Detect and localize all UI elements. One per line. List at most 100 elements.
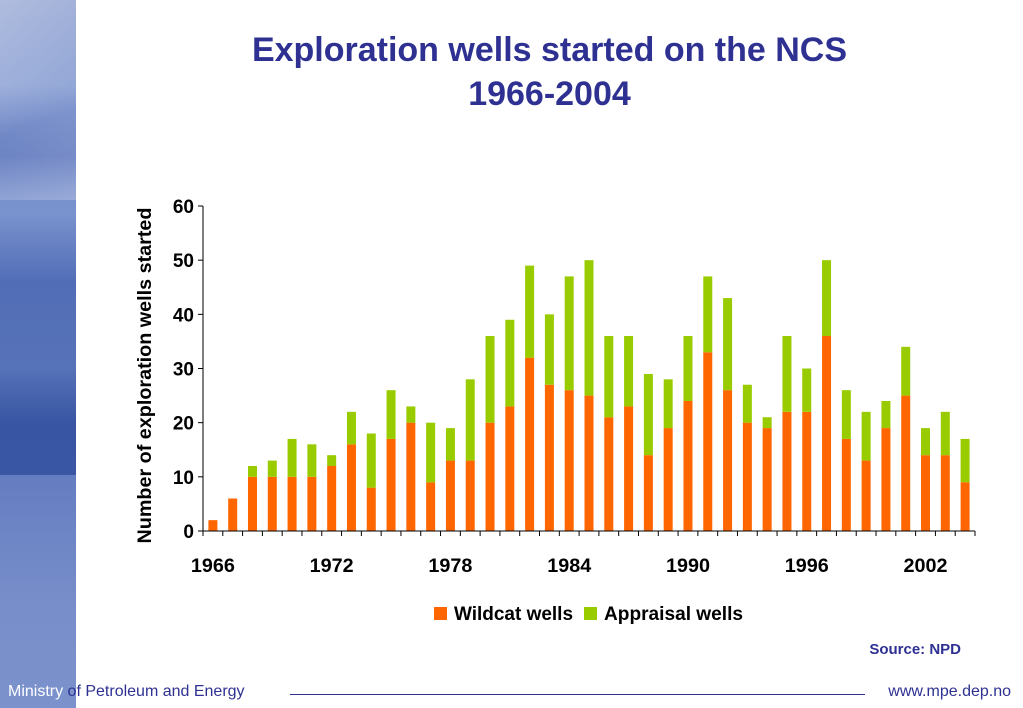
bar-appraisal-1972 bbox=[327, 455, 337, 466]
bar-wildcat-1977 bbox=[426, 482, 436, 531]
bar-wildcat-1995 bbox=[782, 411, 792, 531]
bar-appraisal-2004 bbox=[960, 438, 970, 483]
bar-wildcat-1986 bbox=[604, 417, 614, 531]
bar-wildcat-1993 bbox=[742, 422, 752, 531]
bar-wildcat-1975 bbox=[386, 438, 396, 531]
bar-wildcat-1982 bbox=[525, 357, 535, 531]
bar-wildcat-1983 bbox=[544, 384, 554, 531]
bar-appraisal-1983 bbox=[544, 314, 554, 385]
bar-appraisal-1981 bbox=[505, 319, 515, 407]
bar-wildcat-2001 bbox=[901, 395, 911, 531]
source-label: Source: NPD bbox=[869, 641, 961, 658]
legend-swatch-appraisal bbox=[584, 607, 597, 620]
bar-appraisal-1980 bbox=[485, 336, 495, 423]
y-tick-label-0: 0 bbox=[183, 522, 194, 543]
bar-appraisal-2003 bbox=[940, 411, 950, 456]
bar-wildcat-2004 bbox=[960, 482, 970, 531]
bar-appraisal-1999 bbox=[861, 411, 871, 461]
y-axis-label: Number of exploration wells started bbox=[135, 208, 156, 544]
x-tick-label-1978: 1978 bbox=[428, 556, 472, 577]
footer-ministry-part2: of Petroleum and Energy bbox=[63, 683, 245, 700]
y-tick-label-60: 60 bbox=[173, 197, 194, 218]
x-tick-label-2002: 2002 bbox=[904, 556, 948, 577]
wind-turbine-platform-image-band bbox=[0, 200, 76, 475]
y-tick-label-10: 10 bbox=[173, 468, 194, 489]
bar-appraisal-1974 bbox=[366, 433, 376, 488]
bar-appraisal-1976 bbox=[406, 406, 416, 423]
bar-wildcat-1997 bbox=[822, 336, 832, 531]
bar-wildcat-1990 bbox=[683, 401, 693, 531]
bar-wildcat-1969 bbox=[267, 476, 277, 531]
bar-wildcat-1985 bbox=[584, 395, 594, 531]
y-tick-label-20: 20 bbox=[173, 414, 194, 435]
y-tick-label-40: 40 bbox=[173, 305, 194, 326]
bar-wildcat-1976 bbox=[406, 422, 416, 531]
bar-appraisal-1979 bbox=[465, 379, 475, 461]
bar-appraisal-1993 bbox=[742, 384, 752, 423]
bar-wildcat-1996 bbox=[802, 411, 812, 531]
bar-wildcat-1973 bbox=[346, 444, 356, 531]
bar-appraisal-1991 bbox=[703, 276, 713, 353]
bar-appraisal-1969 bbox=[267, 460, 277, 477]
bar-wildcat-1970 bbox=[287, 476, 297, 531]
legend-label-wildcat: Wildcat wells bbox=[454, 604, 573, 625]
bar-wildcat-1987 bbox=[624, 406, 634, 531]
footer-divider bbox=[290, 694, 865, 695]
bar-appraisal-1987 bbox=[624, 336, 634, 407]
bar-appraisal-1968 bbox=[247, 466, 257, 477]
bar-wildcat-2002 bbox=[921, 455, 931, 531]
x-tick-label-1990: 1990 bbox=[666, 556, 710, 577]
y-tick-label-50: 50 bbox=[173, 251, 194, 272]
bar-wildcat-2003 bbox=[940, 455, 950, 531]
bar-appraisal-1996 bbox=[802, 368, 812, 412]
bar-appraisal-1975 bbox=[386, 390, 396, 439]
bar-appraisal-1970 bbox=[287, 438, 297, 477]
bar-appraisal-1990 bbox=[683, 336, 693, 401]
footer-url-link[interactable]: www.mpe.dep.no bbox=[888, 683, 1011, 700]
bar-appraisal-1971 bbox=[307, 444, 317, 477]
bar-appraisal-1995 bbox=[782, 336, 792, 412]
bar-wildcat-1978 bbox=[445, 460, 455, 531]
chart-title: Exploration wells started on the NCS 196… bbox=[76, 28, 1023, 116]
footer-ministry-part1: Ministry bbox=[8, 683, 64, 700]
bar-appraisal-1986 bbox=[604, 336, 614, 418]
bar-appraisal-1982 bbox=[525, 265, 535, 358]
bar-wildcat-1988 bbox=[643, 455, 653, 531]
bar-wildcat-2000 bbox=[881, 428, 891, 531]
bar-appraisal-1978 bbox=[445, 428, 455, 461]
legend-swatch-wildcat bbox=[434, 607, 447, 620]
y-tick-label-30: 30 bbox=[173, 360, 194, 381]
bar-appraisal-1973 bbox=[346, 411, 356, 445]
bar-wildcat-1974 bbox=[366, 487, 376, 531]
bar-wildcat-1984 bbox=[564, 390, 574, 531]
bar-appraisal-2002 bbox=[921, 428, 931, 456]
bar-wildcat-1972 bbox=[327, 466, 337, 531]
bar-wildcat-1989 bbox=[663, 428, 673, 531]
bar-appraisal-1985 bbox=[584, 260, 594, 396]
bar-wildcat-1967 bbox=[228, 498, 238, 531]
sea-image-band bbox=[0, 475, 76, 708]
bar-wildcat-1971 bbox=[307, 476, 317, 531]
bar-wildcat-1998 bbox=[841, 438, 851, 531]
bar-wildcat-1979 bbox=[465, 460, 475, 531]
bar-appraisal-1998 bbox=[841, 390, 851, 439]
bar-wildcat-1994 bbox=[762, 428, 772, 531]
sky-image-band bbox=[0, 0, 76, 200]
bar-appraisal-2001 bbox=[901, 346, 911, 396]
bar-appraisal-1988 bbox=[643, 373, 653, 456]
bar-wildcat-1968 bbox=[247, 476, 257, 531]
bar-wildcat-1991 bbox=[703, 352, 713, 531]
side-decorative-panel bbox=[0, 0, 76, 708]
chart-title-line2: 1966-2004 bbox=[468, 75, 631, 113]
x-tick-label-1972: 1972 bbox=[310, 556, 354, 577]
x-tick-label-1984: 1984 bbox=[547, 556, 591, 577]
bar-wildcat-1981 bbox=[505, 406, 515, 531]
bar-appraisal-1997 bbox=[822, 260, 832, 336]
footer-ministry: Ministry of Petroleum and Energy bbox=[8, 683, 245, 701]
bar-wildcat-1992 bbox=[723, 390, 733, 531]
bar-appraisal-1994 bbox=[762, 417, 772, 429]
legend-label-appraisal: Appraisal wells bbox=[604, 604, 743, 625]
x-tick-label-1996: 1996 bbox=[785, 556, 829, 577]
bar-appraisal-1977 bbox=[426, 422, 436, 483]
